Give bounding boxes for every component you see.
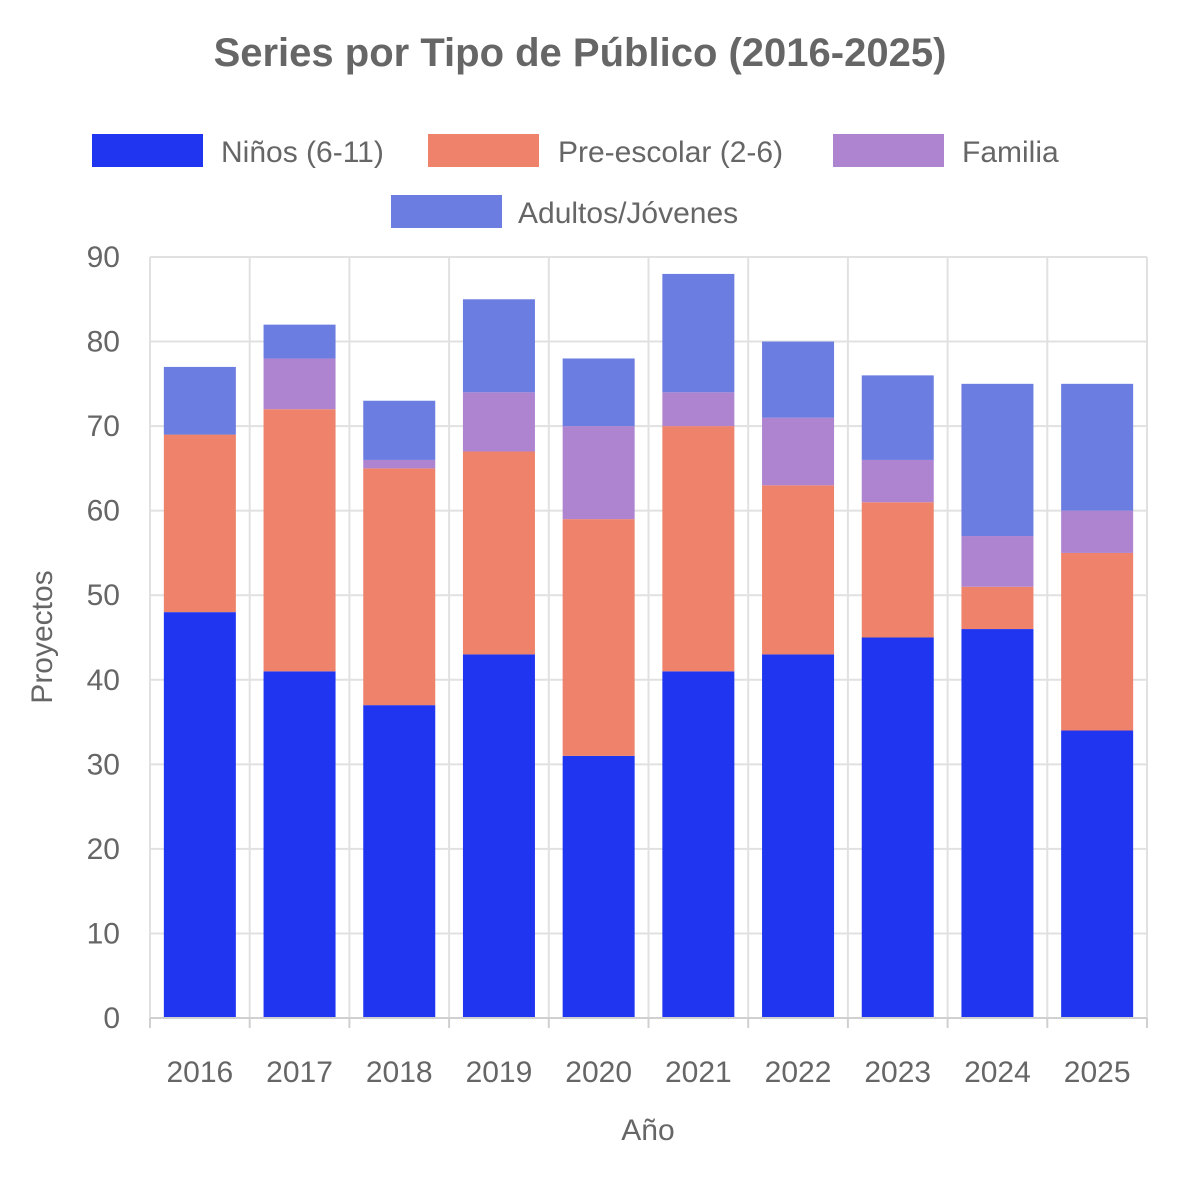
legend-label: Pre-escolar (2-6) bbox=[558, 136, 783, 169]
x-axis-ticks: 2016 2017 2018 2019 2020 2021 2022 2023 2024 2025 bbox=[166, 1056, 1130, 1089]
y-tick-label: 50 bbox=[87, 579, 120, 612]
bar-familia-2020 bbox=[562, 426, 635, 520]
y-tick-label: 10 bbox=[87, 917, 120, 950]
bar-adultos-jovenes-2025 bbox=[1061, 383, 1134, 511]
x-tick-label: 2021 bbox=[665, 1056, 732, 1089]
legend-swatch bbox=[92, 134, 203, 167]
bar-pre-escolar-2-6-2019 bbox=[462, 451, 535, 655]
bar-pre-escolar-2-6-2017 bbox=[263, 409, 336, 672]
legend-label: Niños (6-11) bbox=[221, 136, 384, 169]
bar-pre-escolar-2-6-2018 bbox=[363, 468, 436, 706]
bar-pre-escolar-2-6-2023 bbox=[861, 502, 934, 638]
bar-ninos-6-11-2023 bbox=[861, 637, 934, 1018]
legend-swatch bbox=[391, 195, 502, 228]
x-tick-label: 2016 bbox=[166, 1056, 233, 1089]
x-tick-label: 2024 bbox=[964, 1056, 1031, 1089]
y-tick-label: 40 bbox=[87, 664, 120, 697]
y-axis-ticks: 0 10 20 30 40 50 60 70 80 90 bbox=[87, 241, 120, 1035]
bar-familia-2024 bbox=[961, 536, 1034, 587]
bar-ninos-6-11-2024 bbox=[961, 629, 1034, 1018]
bar-ninos-6-11-2019 bbox=[462, 654, 535, 1018]
y-tick-label: 80 bbox=[87, 326, 120, 359]
bar-familia-2019 bbox=[462, 392, 535, 452]
legend-label: Adultos/Jóvenes bbox=[518, 197, 738, 230]
x-tick-label: 2019 bbox=[466, 1056, 533, 1089]
bar-adultos-jovenes-2022 bbox=[762, 341, 835, 418]
bar-adultos-jovenes-2017 bbox=[263, 324, 336, 359]
y-tick-label: 20 bbox=[87, 833, 120, 866]
bar-ninos-6-11-2018 bbox=[363, 705, 436, 1018]
y-tick-label: 90 bbox=[87, 241, 120, 274]
axes bbox=[149, 1017, 1148, 1028]
bar-adultos-jovenes-2023 bbox=[861, 375, 934, 460]
bar-pre-escolar-2-6-2020 bbox=[562, 519, 635, 756]
x-tick-label: 2020 bbox=[565, 1056, 632, 1089]
bar-ninos-6-11-2021 bbox=[662, 671, 735, 1018]
chart-title: Series por Tipo de Público (2016-2025) bbox=[214, 31, 947, 75]
bar-adultos-jovenes-2020 bbox=[562, 358, 635, 427]
x-tick-label: 2023 bbox=[864, 1056, 931, 1089]
bar-adultos-jovenes-2024 bbox=[961, 383, 1034, 537]
bar-pre-escolar-2-6-2022 bbox=[762, 485, 835, 655]
bars bbox=[163, 273, 1134, 1018]
bar-adultos-jovenes-2021 bbox=[662, 273, 735, 393]
bar-pre-escolar-2-6-2024 bbox=[961, 586, 1034, 630]
legend-label: Familia bbox=[962, 136, 1059, 169]
bar-familia-2017 bbox=[263, 358, 336, 410]
bar-familia-2023 bbox=[861, 459, 934, 503]
x-tick-label: 2018 bbox=[366, 1056, 433, 1089]
y-tick-label: 70 bbox=[87, 410, 120, 443]
bar-familia-2021 bbox=[662, 392, 735, 427]
bar-pre-escolar-2-6-2025 bbox=[1061, 552, 1134, 731]
legend-swatch bbox=[428, 134, 539, 167]
bar-familia-2025 bbox=[1061, 510, 1134, 553]
legend-item-familia[interactable]: Familia bbox=[833, 134, 1059, 169]
bar-ninos-6-11-2025 bbox=[1061, 730, 1134, 1018]
x-tick-label: 2022 bbox=[765, 1056, 832, 1089]
legend-item-ninos-6-11[interactable]: Niños (6-11) bbox=[92, 134, 384, 169]
bar-adultos-jovenes-2019 bbox=[462, 299, 535, 393]
bar-adultos-jovenes-2018 bbox=[363, 400, 436, 460]
x-axis-title: Año bbox=[621, 1114, 674, 1147]
legend-swatch bbox=[833, 134, 944, 167]
bar-familia-2022 bbox=[762, 417, 835, 486]
bar-pre-escolar-2-6-2021 bbox=[662, 426, 735, 672]
y-axis-title: Proyectos bbox=[26, 570, 59, 703]
legend-item-pre-escolar-2-6[interactable]: Pre-escolar (2-6) bbox=[428, 134, 783, 169]
bar-ninos-6-11-2022 bbox=[762, 654, 835, 1018]
y-tick-label: 0 bbox=[103, 1002, 120, 1035]
x-tick-label: 2017 bbox=[266, 1056, 333, 1089]
legend: Niños (6-11) Pre-escolar (2-6) Familia Adul… bbox=[92, 134, 1059, 230]
bar-adultos-jovenes-2016 bbox=[163, 366, 236, 435]
y-tick-label: 60 bbox=[87, 495, 120, 528]
bar-familia-2018 bbox=[363, 459, 436, 469]
bar-ninos-6-11-2016 bbox=[163, 612, 236, 1018]
bar-pre-escolar-2-6-2016 bbox=[163, 434, 236, 613]
x-tick-label: 2025 bbox=[1064, 1056, 1131, 1089]
legend-item-adultos-jovenes[interactable]: Adultos/Jóvenes bbox=[391, 195, 738, 230]
bar-ninos-6-11-2020 bbox=[562, 755, 635, 1018]
y-tick-label: 30 bbox=[87, 748, 120, 781]
bar-ninos-6-11-2017 bbox=[263, 671, 336, 1018]
